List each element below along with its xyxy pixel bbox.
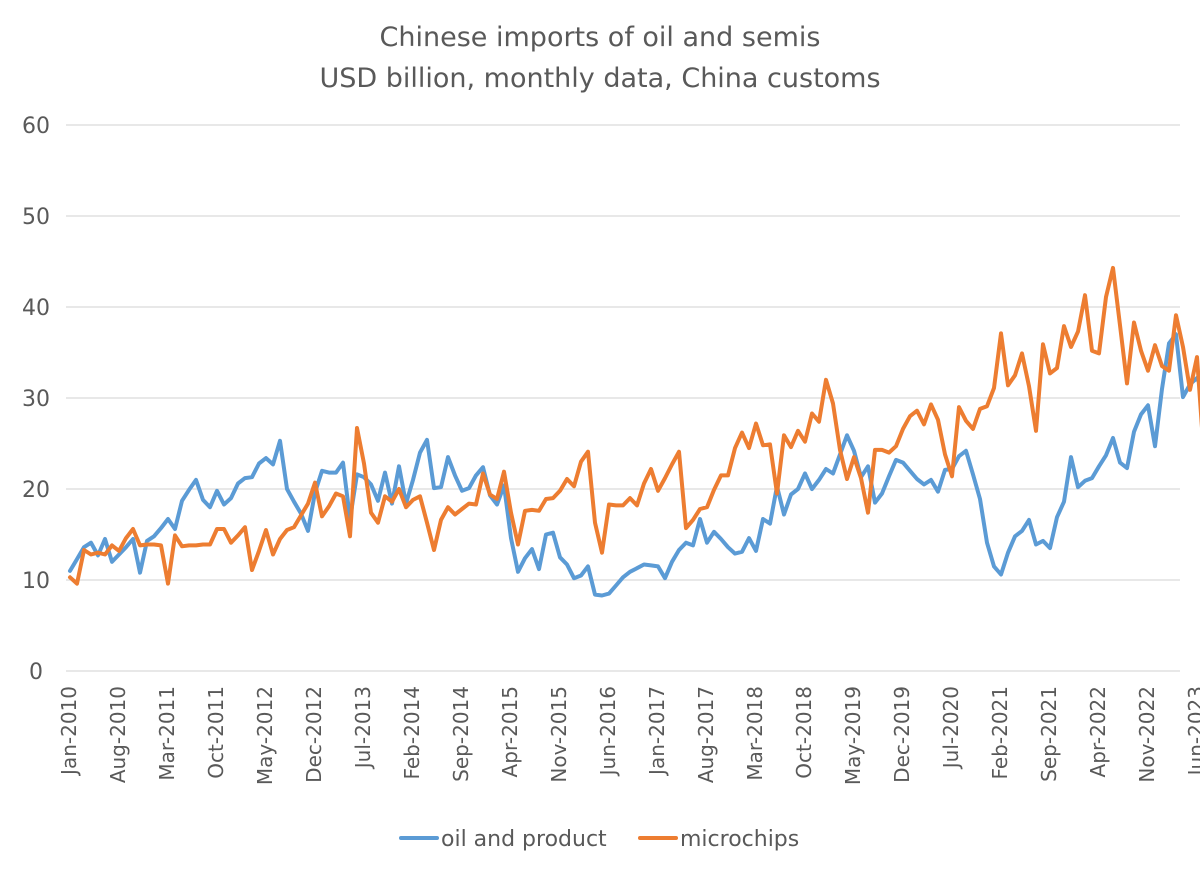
y-tick-label: 40 bbox=[22, 296, 50, 321]
y-tick-label: 30 bbox=[22, 387, 50, 412]
y-tick-label: 60 bbox=[22, 114, 50, 139]
gridlines bbox=[66, 124, 1180, 672]
x-tick-label: Dec-2019 bbox=[890, 686, 914, 783]
legend-label: microchips bbox=[680, 827, 799, 852]
x-tick-label: Sep-2014 bbox=[449, 686, 473, 782]
x-tick-label: Mar-2018 bbox=[743, 686, 767, 781]
x-tick-label: May-2012 bbox=[253, 686, 277, 785]
x-tick-label: Mar-2011 bbox=[155, 686, 179, 781]
x-tick-label: Sep-2021 bbox=[1037, 686, 1061, 782]
x-tick-label: Dec-2012 bbox=[302, 686, 326, 783]
x-tick-label: Aug-2017 bbox=[694, 686, 718, 783]
x-tick-label: Feb-2014 bbox=[400, 686, 424, 780]
x-tick-label: Jan-2010 bbox=[57, 686, 81, 777]
series-line-oil-and-product bbox=[68, 332, 1200, 598]
y-tick-label: 20 bbox=[22, 478, 50, 503]
x-tick-label: Jul-2013 bbox=[351, 686, 375, 770]
chart-subtitle: USD billion, monthly data, China customs bbox=[319, 63, 880, 94]
y-axis-ticks: 0 10 20 30 40 50 60 bbox=[22, 114, 50, 685]
y-tick-label: 10 bbox=[22, 569, 50, 594]
x-tick-label: Nov-2015 bbox=[547, 686, 571, 783]
x-tick-label: Oct-2011 bbox=[204, 686, 228, 779]
series-line-microchips bbox=[68, 265, 1200, 586]
chart-title: Chinese imports of oil and semis bbox=[380, 22, 821, 53]
x-tick-label: Jun-2023 bbox=[1184, 686, 1200, 777]
series-lines bbox=[68, 265, 1200, 598]
x-tick-label: Apr-2022 bbox=[1086, 686, 1110, 777]
x-axis-ticks: Jan-2010 Aug-2010 Mar-2011 Oct-2011 May-2012… bbox=[57, 686, 1200, 785]
x-tick-label: Oct-2018 bbox=[792, 686, 816, 779]
x-tick-label: Apr-2015 bbox=[498, 686, 522, 777]
legend: oil and product microchips bbox=[399, 827, 799, 852]
x-tick-label: May-2019 bbox=[841, 686, 865, 785]
legend-label: oil and product bbox=[441, 827, 607, 852]
x-tick-label: Jan-2017 bbox=[645, 686, 669, 777]
x-tick-label: Feb-2021 bbox=[988, 686, 1012, 780]
x-tick-label: Nov-2022 bbox=[1135, 686, 1159, 783]
y-tick-label: 0 bbox=[29, 660, 43, 685]
x-tick-label: Jul-2020 bbox=[939, 686, 963, 770]
y-tick-label: 50 bbox=[22, 205, 50, 230]
x-tick-label: Aug-2010 bbox=[106, 686, 130, 783]
x-tick-label: Jun-2016 bbox=[596, 686, 620, 777]
